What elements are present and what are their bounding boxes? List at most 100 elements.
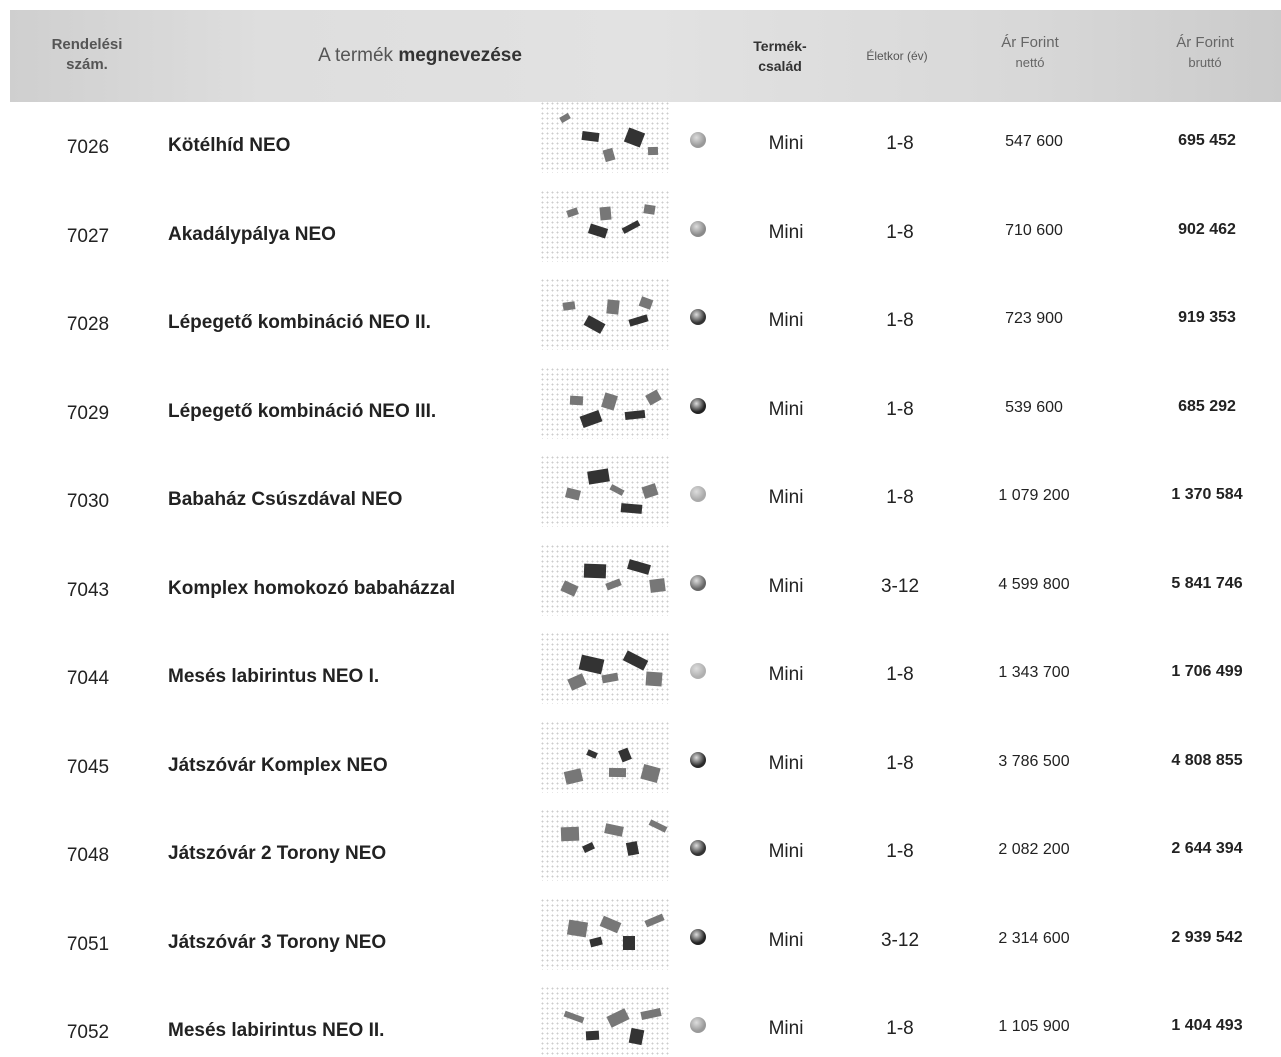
product-family: Mini xyxy=(768,487,804,508)
image-shape xyxy=(627,558,651,575)
image-shape xyxy=(560,826,580,842)
image-shape xyxy=(638,296,654,310)
price-net: 1 105 900 xyxy=(998,1018,1070,1035)
order-number: 7026 xyxy=(66,137,110,158)
family-dot xyxy=(690,663,706,679)
header-line: nettó xyxy=(1015,55,1045,70)
image-shape xyxy=(640,1008,662,1020)
product-family: Mini xyxy=(768,752,804,774)
image-shape xyxy=(587,222,609,239)
image-shape xyxy=(601,391,618,411)
product-image xyxy=(540,632,670,704)
family-dot xyxy=(690,220,706,237)
image-shape xyxy=(643,203,656,215)
product-family: Mini xyxy=(768,841,804,862)
age-range: 1-8 xyxy=(886,133,914,154)
image-shape xyxy=(589,936,603,947)
product-image xyxy=(540,897,670,970)
header-line: szám. xyxy=(66,56,108,73)
image-shape xyxy=(566,206,579,218)
product-image xyxy=(540,543,670,616)
price-net: 4 599 800 xyxy=(998,575,1070,593)
order-number: 7052 xyxy=(66,1022,110,1043)
family-dot xyxy=(690,397,706,414)
product-name: Komplex homokozó babaházzal xyxy=(168,577,456,599)
order-number: 7027 xyxy=(66,225,110,247)
image-shape xyxy=(624,409,646,420)
price-gross: 1 370 584 xyxy=(1171,486,1243,503)
age-range: 3-12 xyxy=(880,929,920,951)
age-range: 3-12 xyxy=(880,575,920,597)
image-shape xyxy=(559,112,571,124)
price-net: 710 600 xyxy=(1005,221,1063,239)
family-dot xyxy=(690,840,706,856)
age-range: 1-8 xyxy=(886,1018,914,1039)
price-net: 2 082 200 xyxy=(998,841,1070,858)
family-dot xyxy=(690,132,706,148)
header-part: megnevezése xyxy=(398,45,522,66)
image-shape xyxy=(628,314,649,327)
header-net: Ár Forint nettó xyxy=(1001,33,1059,73)
product-family: Mini xyxy=(768,929,804,951)
image-shape xyxy=(623,127,646,148)
order-number: 7045 xyxy=(66,756,110,778)
image-shape xyxy=(585,1030,600,1041)
header-name: A termék megnevezése xyxy=(318,46,522,66)
image-shape xyxy=(583,315,606,334)
header-gross: Ár Forint bruttó xyxy=(1176,33,1234,73)
price-gross: 2 644 394 xyxy=(1171,840,1243,857)
image-shape xyxy=(566,919,589,937)
image-shape xyxy=(569,395,584,405)
product-family: Mini xyxy=(768,575,804,597)
image-shape xyxy=(578,654,605,675)
price-gross: 5 841 746 xyxy=(1171,574,1243,592)
image-shape xyxy=(579,409,603,428)
image-shape xyxy=(583,563,607,578)
product-family: Mini xyxy=(768,133,804,154)
age-range: 1-8 xyxy=(886,221,914,243)
order-number: 7044 xyxy=(66,668,110,689)
image-shape xyxy=(647,146,659,156)
price-gross: 1 706 499 xyxy=(1171,663,1243,680)
image-shape xyxy=(623,935,635,950)
age-range: 1-8 xyxy=(886,752,914,774)
image-shape xyxy=(648,819,668,833)
family-dot xyxy=(690,751,706,768)
price-gross: 902 462 xyxy=(1178,220,1236,238)
product-family: Mini xyxy=(768,1018,804,1039)
product-name: Játszóvár 3 Torony NEO xyxy=(168,931,387,953)
product-image xyxy=(540,278,670,350)
image-shape xyxy=(604,823,624,837)
product-name: Kötélhíd NEO xyxy=(168,135,291,156)
image-shape xyxy=(628,1027,645,1046)
image-shape xyxy=(625,841,640,856)
header-line: család xyxy=(758,58,802,74)
image-shape xyxy=(608,767,627,777)
price-gross: 695 452 xyxy=(1178,132,1236,149)
header-line: Termék- xyxy=(753,38,807,54)
product-image xyxy=(540,101,670,173)
image-shape xyxy=(564,487,582,501)
image-shape xyxy=(601,672,619,684)
age-range: 1-8 xyxy=(886,487,914,508)
image-shape xyxy=(605,578,622,590)
family-dot xyxy=(690,574,706,591)
image-shape xyxy=(599,206,612,220)
product-image xyxy=(540,720,670,793)
product-name: Mesés labirintus NEO II. xyxy=(168,1020,385,1041)
order-number: 7028 xyxy=(66,314,110,335)
price-gross: 2 939 542 xyxy=(1171,928,1243,946)
image-shape xyxy=(602,147,616,163)
family-dot xyxy=(690,1017,706,1033)
product-image xyxy=(540,809,670,881)
image-shape xyxy=(606,1008,630,1028)
family-dot xyxy=(690,928,706,945)
header-line: bruttó xyxy=(1188,55,1222,70)
image-shape xyxy=(562,301,576,311)
image-shape xyxy=(581,130,600,143)
price-net: 1 079 200 xyxy=(998,487,1070,504)
image-shape xyxy=(640,763,661,783)
price-net: 2 314 600 xyxy=(998,929,1070,947)
image-shape xyxy=(599,915,622,933)
